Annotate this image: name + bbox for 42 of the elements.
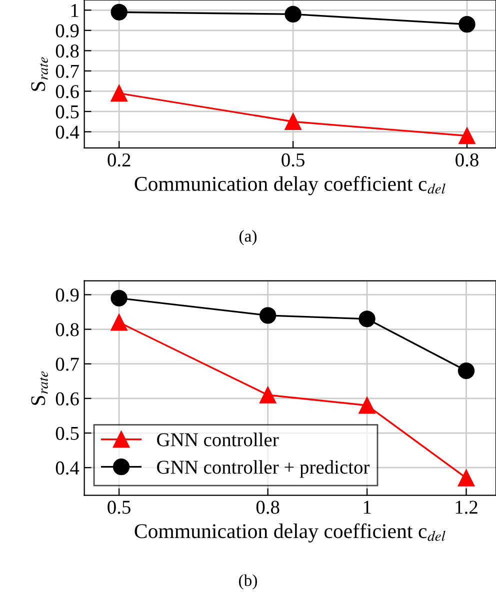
point — [110, 84, 128, 102]
legend-label: GNN controller + predictor — [157, 460, 370, 478]
y-tick-label: 0.4 — [56, 461, 80, 475]
y-tick-label: 0.9 — [56, 24, 79, 38]
point — [358, 310, 376, 328]
x-tick-label: 0.2 — [108, 153, 130, 167]
point — [260, 386, 276, 404]
point — [458, 362, 475, 380]
text: (b) — [239, 574, 257, 590]
x-tick-label: 0.8 — [256, 500, 280, 514]
y-tick-label: 0.8 — [56, 44, 79, 58]
y-tick-label: 0.6 — [56, 392, 79, 406]
point — [284, 113, 302, 130]
y-tick-label: 0.6 — [56, 85, 79, 98]
x-tick-label: 0.8 — [456, 153, 478, 167]
text: (a) — [239, 230, 257, 246]
point — [358, 397, 376, 414]
x-axis-title: Communication delay coefficient c$_{del}$ — [134, 523, 446, 542]
y-tick-label: 0.5 — [56, 426, 79, 440]
point — [260, 307, 276, 324]
x-tick-label: 0.5 — [108, 500, 130, 514]
x-tick-label: 0.5 — [282, 153, 304, 167]
legend-label: GNN controller — [157, 432, 279, 446]
y-tick-label: 0.5 — [56, 105, 79, 119]
point — [110, 314, 128, 331]
y-tick-label: 0.7 — [56, 358, 79, 371]
y-tick-label: 0.7 — [56, 64, 79, 78]
y-tick-label: 0.4 — [56, 126, 80, 139]
y-tick-label: 1 — [71, 4, 78, 17]
point — [458, 127, 476, 144]
x-tick-label: 1.2 — [456, 500, 478, 514]
point — [110, 4, 128, 20]
y-tick-label: 0.8 — [56, 323, 79, 336]
point — [110, 290, 128, 306]
x-tick-label: 1 — [364, 500, 371, 514]
y-axis-title: S$_{rate}$ — [31, 371, 48, 405]
y-axis-title: S$_{rate}$ — [31, 57, 48, 91]
point — [458, 16, 476, 33]
point — [458, 470, 475, 486]
x-axis-title: Communication delay coefficient c$_{del}$ — [134, 176, 446, 196]
y-tick-label: 0.9 — [56, 288, 79, 302]
point — [284, 6, 302, 23]
